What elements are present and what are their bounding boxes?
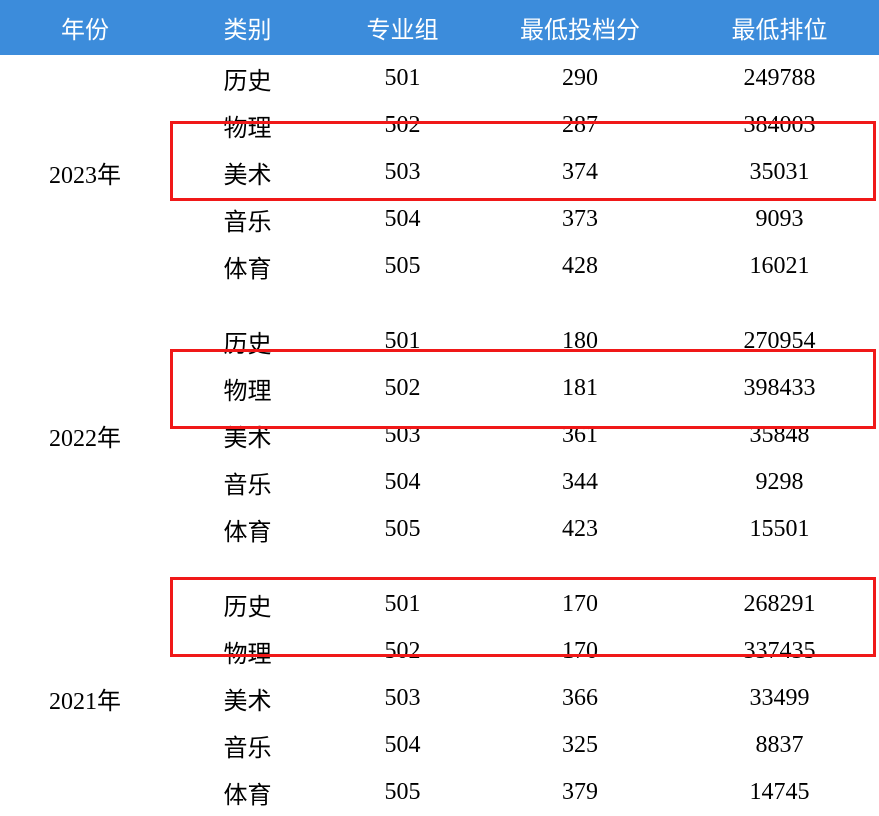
header-category: 类别: [170, 0, 325, 55]
header-score: 最低投档分: [480, 0, 680, 55]
cell-rank: 35848: [680, 412, 879, 459]
cell-rank: 8837: [680, 722, 879, 769]
cell-category: 音乐: [170, 196, 325, 243]
cell-category: 体育: [170, 769, 325, 816]
cell-group: 504: [325, 722, 480, 769]
admission-scores-table: 年份 类别 专业组 最低投档分 最低排位 2023年历史501290249788…: [0, 0, 879, 816]
table-header-row: 年份 类别 专业组 最低投档分 最低排位: [0, 0, 879, 55]
cell-score: 170: [480, 628, 680, 675]
cell-group: 501: [325, 581, 480, 628]
cell-rank: 398433: [680, 365, 879, 412]
cell-score: 361: [480, 412, 680, 459]
cell-category: 体育: [170, 506, 325, 553]
header-group: 专业组: [325, 0, 480, 55]
cell-group: 504: [325, 459, 480, 506]
cell-score: 423: [480, 506, 680, 553]
cell-rank: 249788: [680, 55, 879, 102]
cell-group: 502: [325, 365, 480, 412]
cell-group: 503: [325, 675, 480, 722]
header-year: 年份: [0, 0, 170, 55]
cell-group: 504: [325, 196, 480, 243]
cell-category: 音乐: [170, 459, 325, 506]
cell-rank: 9093: [680, 196, 879, 243]
cell-score: 428: [480, 243, 680, 290]
cell-category: 历史: [170, 55, 325, 102]
cell-group: 502: [325, 628, 480, 675]
year-cell: 2023年: [0, 55, 170, 290]
data-table: 年份 类别 专业组 最低投档分 最低排位 2023年历史501290249788…: [0, 0, 879, 816]
cell-category: 物理: [170, 365, 325, 412]
cell-rank: 9298: [680, 459, 879, 506]
cell-score: 287: [480, 102, 680, 149]
cell-rank: 33499: [680, 675, 879, 722]
cell-category: 音乐: [170, 722, 325, 769]
cell-rank: 337435: [680, 628, 879, 675]
cell-category: 历史: [170, 318, 325, 365]
cell-score: 373: [480, 196, 680, 243]
year-cell: 2021年: [0, 581, 170, 816]
cell-score: 325: [480, 722, 680, 769]
cell-rank: 16021: [680, 243, 879, 290]
table-row: 2021年历史501170268291: [0, 581, 879, 628]
cell-score: 379: [480, 769, 680, 816]
cell-score: 180: [480, 318, 680, 365]
cell-group: 501: [325, 318, 480, 365]
cell-group: 503: [325, 412, 480, 459]
cell-category: 美术: [170, 412, 325, 459]
cell-rank: 14745: [680, 769, 879, 816]
cell-group: 505: [325, 506, 480, 553]
cell-rank: 35031: [680, 149, 879, 196]
cell-group: 503: [325, 149, 480, 196]
cell-rank: 384003: [680, 102, 879, 149]
cell-score: 374: [480, 149, 680, 196]
cell-score: 344: [480, 459, 680, 506]
cell-group: 501: [325, 55, 480, 102]
cell-category: 物理: [170, 628, 325, 675]
cell-score: 290: [480, 55, 680, 102]
cell-score: 181: [480, 365, 680, 412]
cell-category: 物理: [170, 102, 325, 149]
header-rank: 最低排位: [680, 0, 879, 55]
year-cell: 2022年: [0, 318, 170, 553]
cell-rank: 15501: [680, 506, 879, 553]
spacer-row: [0, 553, 879, 581]
table-row: 2023年历史501290249788: [0, 55, 879, 102]
cell-group: 502: [325, 102, 480, 149]
table-row: 2022年历史501180270954: [0, 318, 879, 365]
cell-category: 体育: [170, 243, 325, 290]
cell-category: 美术: [170, 675, 325, 722]
cell-group: 505: [325, 243, 480, 290]
cell-rank: 270954: [680, 318, 879, 365]
cell-category: 历史: [170, 581, 325, 628]
spacer-row: [0, 290, 879, 318]
cell-group: 505: [325, 769, 480, 816]
cell-category: 美术: [170, 149, 325, 196]
cell-score: 366: [480, 675, 680, 722]
cell-rank: 268291: [680, 581, 879, 628]
cell-score: 170: [480, 581, 680, 628]
